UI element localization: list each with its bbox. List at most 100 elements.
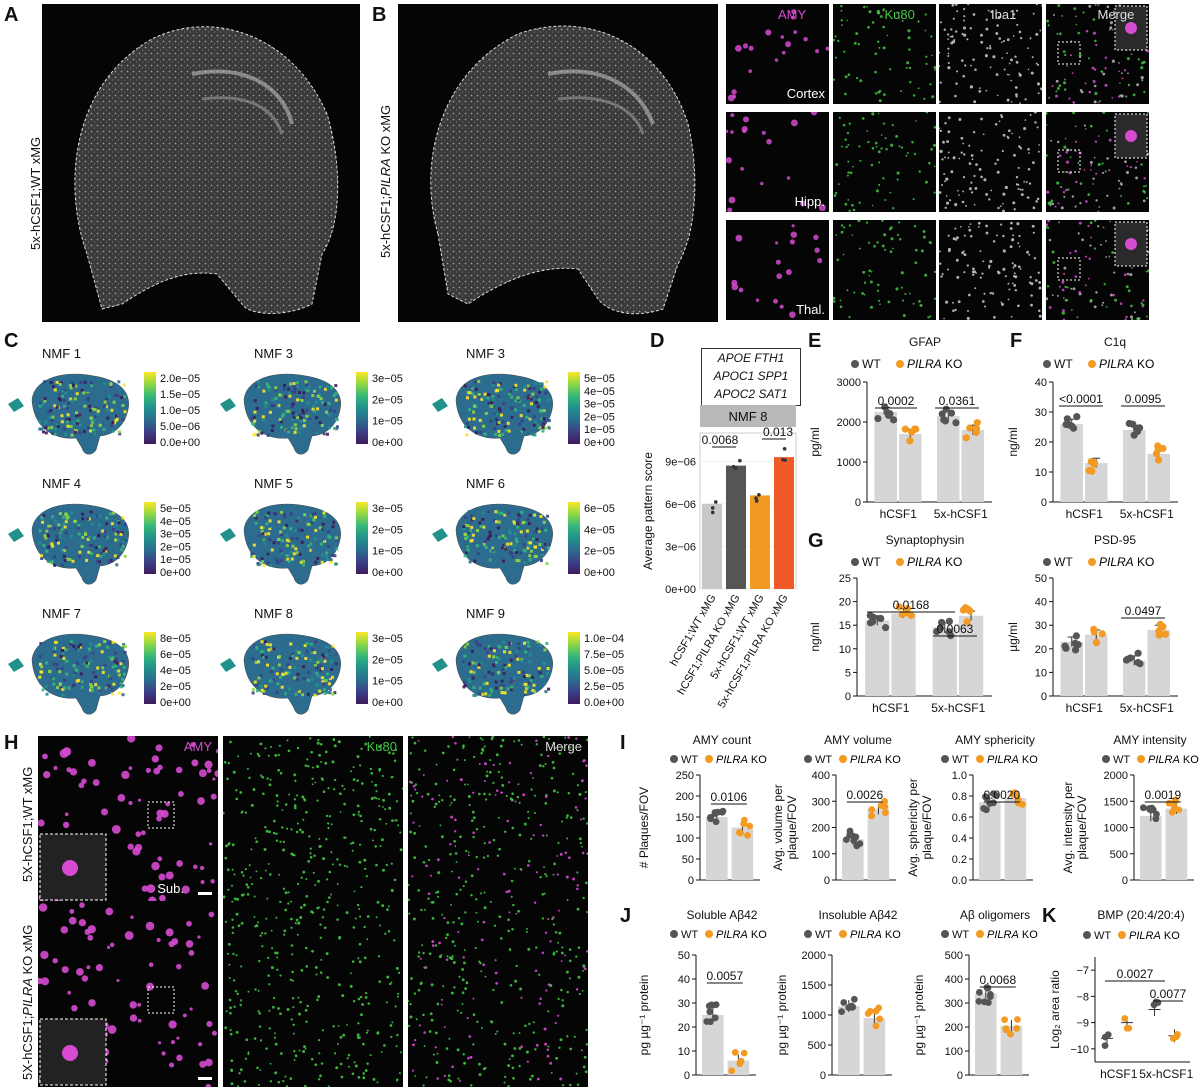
micrograph-dots [38, 736, 218, 902]
cell-dot [956, 275, 960, 279]
cell-dot [1038, 314, 1042, 318]
cell-dot [1015, 183, 1019, 186]
umap-cell [47, 410, 51, 414]
cell-dot [883, 248, 886, 251]
umap-cell [495, 418, 499, 422]
data-point [966, 424, 974, 432]
umap-cell [96, 666, 100, 670]
umap-cell [60, 543, 64, 547]
umap-cell [262, 655, 266, 659]
umap-cell [63, 558, 67, 562]
umap-cell [111, 515, 115, 519]
cell-dot [1055, 79, 1059, 83]
cell-dot [375, 790, 378, 793]
umap-cell [92, 536, 96, 540]
cell-dot [1010, 79, 1013, 82]
cell-dot [283, 933, 286, 936]
umap-cell [500, 679, 504, 683]
cell-dot [856, 220, 860, 223]
cell-dot [269, 1062, 272, 1065]
cell-dot [327, 826, 330, 830]
cell-dot [1076, 31, 1080, 35]
cell-dot [503, 1042, 507, 1046]
cell-dot [533, 811, 537, 815]
cell-dot [947, 61, 950, 65]
umap-cell [513, 522, 517, 526]
p-value: 0.0497 [1125, 604, 1162, 618]
cell-dot [499, 744, 503, 748]
cell-dot [151, 755, 159, 763]
cell-dot [176, 1054, 183, 1062]
cell-dot [930, 54, 933, 57]
umap-cell [103, 522, 106, 526]
umap-cell [517, 670, 521, 674]
cell-dot [204, 760, 213, 769]
cell-dot [924, 55, 927, 58]
umap-cell [498, 645, 502, 649]
cell-dot [423, 1031, 426, 1034]
cell-dot [422, 952, 425, 955]
cell-dot [492, 988, 495, 992]
umap-cell [112, 682, 116, 686]
cell-dot [186, 920, 192, 927]
umap-cell [335, 547, 339, 551]
umap-cell [309, 514, 313, 518]
cell-dot [1084, 200, 1088, 203]
cell-dot [127, 843, 134, 850]
umap-cell [492, 655, 496, 659]
umap-cell [299, 419, 303, 423]
umap-cell [509, 680, 513, 684]
umap-cell [507, 415, 511, 419]
cell-dot [450, 903, 453, 906]
legend-wt-marker [851, 360, 859, 368]
umap-cell [527, 544, 531, 548]
umap-cell [89, 416, 93, 420]
umap-cell [260, 650, 264, 654]
cell-dot [1117, 70, 1120, 73]
cell-dot [296, 933, 299, 936]
cell-dot [760, 181, 764, 186]
umap-cell [520, 663, 524, 667]
cell-dot [847, 73, 850, 77]
umap-cell [332, 520, 336, 524]
cell-dot [441, 751, 445, 755]
cell-dot [158, 873, 166, 881]
umap-cell [308, 658, 312, 662]
umap-cell [282, 513, 286, 516]
cell-dot [1080, 238, 1084, 242]
cell-dot [518, 1064, 521, 1068]
cell-dot [761, 130, 766, 135]
cell-dot [862, 5, 866, 9]
umap-cell [520, 419, 524, 423]
data-point [709, 1001, 717, 1009]
cell-dot [369, 827, 373, 831]
cell-dot [513, 740, 516, 743]
cell-dot [293, 804, 297, 807]
y-tick-label: 1500 [1104, 796, 1128, 808]
cell-dot [1011, 262, 1014, 265]
umap-cell [480, 403, 484, 407]
cell-dot [791, 224, 795, 228]
umap-cell [335, 427, 339, 431]
umap-cell [487, 670, 491, 674]
umap-cell [93, 432, 97, 436]
cell-dot [336, 858, 339, 861]
umap-cell [535, 395, 539, 398]
umap-cell [120, 548, 124, 552]
cell-dot [290, 917, 293, 921]
cell-dot [295, 830, 299, 834]
umap-cell [93, 415, 97, 419]
umap-cell [318, 385, 322, 389]
umap-cell [91, 652, 95, 656]
cell-dot [963, 271, 966, 274]
cell-dot [557, 941, 560, 944]
panel-f-label: F [1010, 330, 1023, 352]
micrograph-tile [1045, 112, 1149, 212]
cell-dot [244, 811, 247, 814]
cell-dot [362, 1076, 366, 1080]
cell-dot [210, 793, 217, 800]
micrograph-tile: Ku80 [832, 4, 936, 104]
